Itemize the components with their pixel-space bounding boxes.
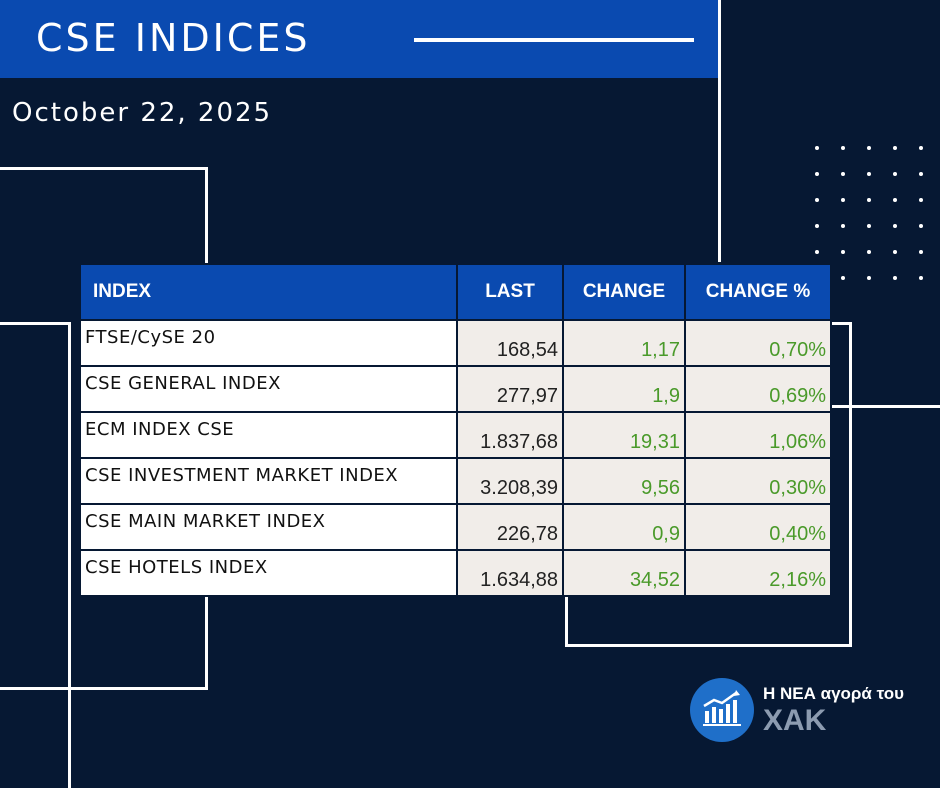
table-row: CSE MAIN MARKET INDEX 226,78 0,9 0,40% bbox=[79, 503, 832, 551]
last-value: 1.837,68 bbox=[456, 411, 564, 459]
table-row: ECM INDEX CSE 1.837,68 19,31 1,06% bbox=[79, 411, 832, 459]
date-label: October 22, 2025 bbox=[12, 98, 273, 128]
change-pct-value: 0,70% bbox=[684, 319, 832, 367]
change-value: 34,52 bbox=[562, 549, 686, 597]
last-value: 277,97 bbox=[456, 365, 564, 413]
decor-line bbox=[0, 322, 70, 325]
decor-line bbox=[849, 322, 852, 647]
indices-table: INDEX LAST CHANGE CHANGE % FTSE/CySE 20 … bbox=[79, 263, 832, 597]
header-divider bbox=[414, 38, 694, 42]
decor-line bbox=[205, 569, 208, 689]
index-name: CSE GENERAL INDEX bbox=[79, 365, 458, 413]
change-pct-value: 2,16% bbox=[684, 549, 832, 597]
column-header-index: INDEX bbox=[79, 263, 458, 321]
table-row: CSE INVESTMENT MARKET INDEX 3.208,39 9,5… bbox=[79, 457, 832, 505]
change-value: 0,9 bbox=[562, 503, 686, 551]
index-name: CSE HOTELS INDEX bbox=[79, 549, 458, 597]
change-value: 1,17 bbox=[562, 319, 686, 367]
decor-line bbox=[0, 687, 208, 690]
index-name: CSE INVESTMENT MARKET INDEX bbox=[79, 457, 458, 505]
logo-tagline: Η ΝΕΑ αγορά του bbox=[763, 684, 904, 703]
change-pct-value: 0,30% bbox=[684, 457, 832, 505]
change-pct-value: 1,06% bbox=[684, 411, 832, 459]
last-value: 168,54 bbox=[456, 319, 564, 367]
dot-grid bbox=[815, 146, 940, 302]
last-value: 1.634,88 bbox=[456, 549, 564, 597]
index-name: CSE MAIN MARKET INDEX bbox=[79, 503, 458, 551]
decor-line bbox=[205, 167, 208, 263]
decor-line bbox=[565, 644, 852, 647]
table-row: CSE HOTELS INDEX 1.634,88 34,52 2,16% bbox=[79, 549, 832, 597]
change-pct-value: 0,69% bbox=[684, 365, 832, 413]
index-name: FTSE/CySE 20 bbox=[79, 319, 458, 367]
decor-line bbox=[68, 322, 71, 788]
last-value: 226,78 bbox=[456, 503, 564, 551]
last-value: 3.208,39 bbox=[456, 457, 564, 505]
change-pct-value: 0,40% bbox=[684, 503, 832, 551]
index-name: ECM INDEX CSE bbox=[79, 411, 458, 459]
change-value: 1,9 bbox=[562, 365, 686, 413]
decor-line bbox=[830, 405, 940, 408]
change-value: 19,31 bbox=[562, 411, 686, 459]
decor-line bbox=[0, 167, 207, 170]
column-header-change-pct: CHANGE % bbox=[684, 263, 832, 321]
column-header-last: LAST bbox=[456, 263, 564, 321]
decor-line bbox=[718, 0, 721, 262]
change-value: 9,56 bbox=[562, 457, 686, 505]
table-row: CSE GENERAL INDEX 277,97 1,9 0,69% bbox=[79, 365, 832, 413]
table-header-row: INDEX LAST CHANGE CHANGE % bbox=[79, 263, 832, 321]
logo bbox=[690, 678, 754, 742]
bar-chart-icon bbox=[703, 690, 741, 726]
decor-line bbox=[565, 569, 568, 647]
decor-line bbox=[830, 322, 851, 325]
logo-wordmark: ΧΑΚ bbox=[763, 704, 827, 737]
table-row: FTSE/CySE 20 168,54 1,17 0,70% bbox=[79, 319, 832, 367]
page-title: CSE INDICES bbox=[36, 16, 311, 60]
column-header-change: CHANGE bbox=[562, 263, 686, 321]
